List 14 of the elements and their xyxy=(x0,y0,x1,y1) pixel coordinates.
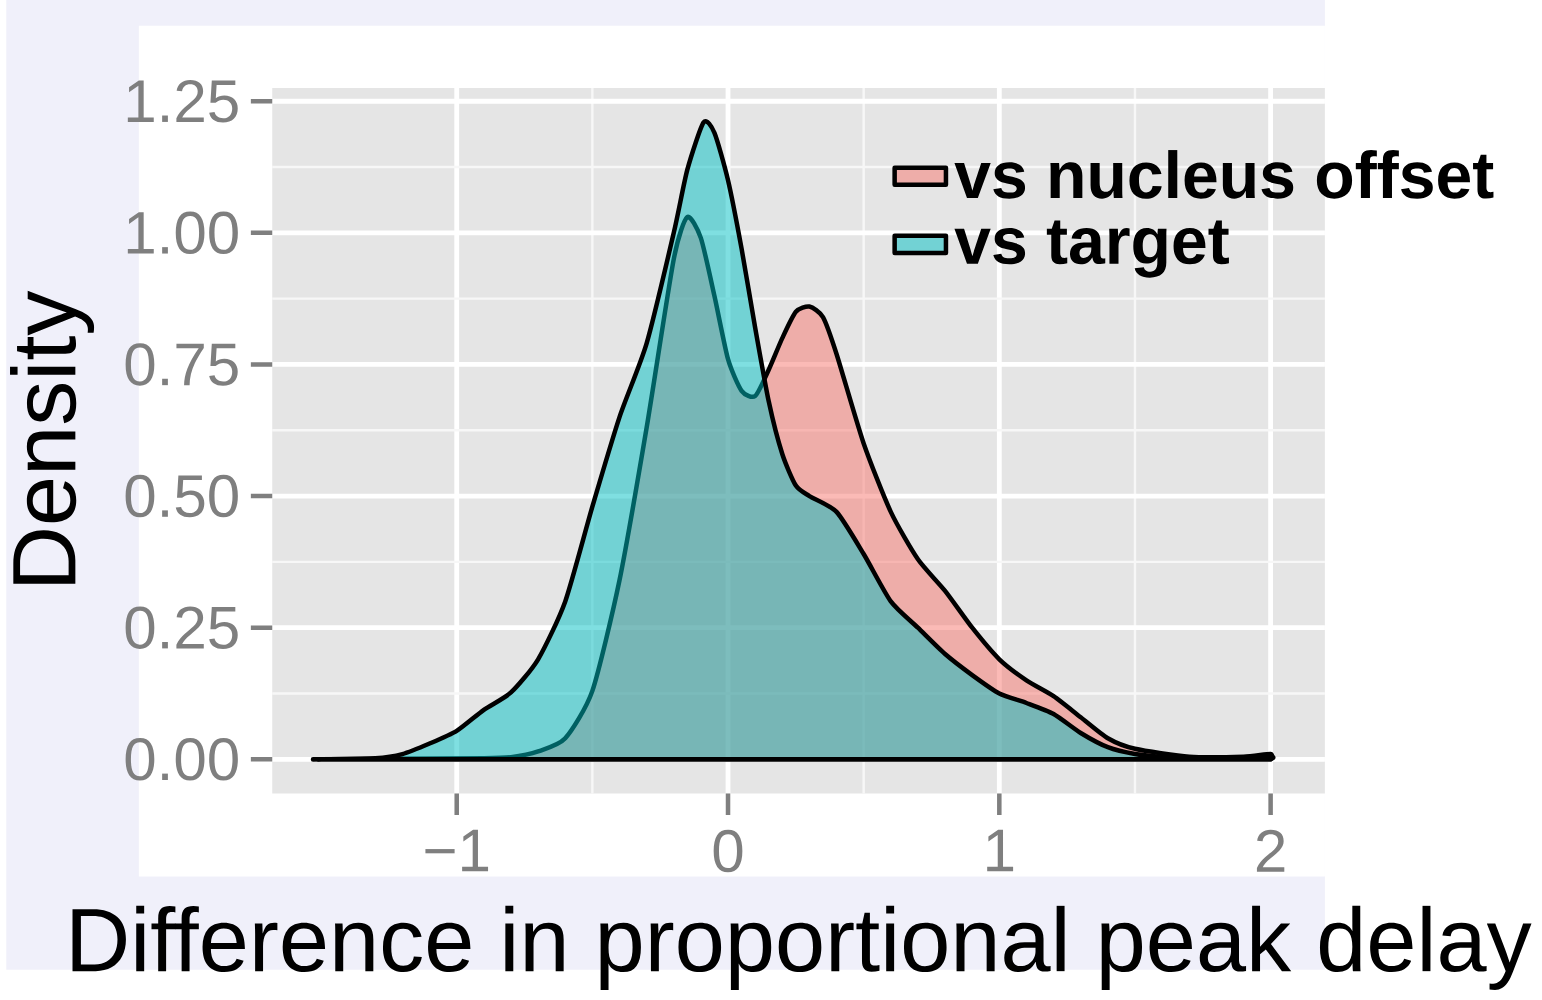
y-tick-label: 0.00 xyxy=(125,738,238,781)
x-tick-label: −1 xyxy=(425,829,489,872)
y-axis-title: Density xyxy=(10,290,95,584)
y-tick-label: 0.75 xyxy=(125,343,238,386)
y-tick-label: 0.50 xyxy=(125,474,238,518)
y-tick-label: 1.25 xyxy=(127,80,238,123)
legend-label: vs target xyxy=(954,220,1229,278)
x-tick-label: 1 xyxy=(987,829,1014,872)
x-tick-label: 0 xyxy=(713,829,743,873)
legend-label: vs nucleus offset xyxy=(954,150,1494,199)
y-tick-label: 1.00 xyxy=(127,211,238,255)
y-tick-label: 0.25 xyxy=(125,606,238,650)
x-tick-label: 2 xyxy=(1256,829,1285,872)
x-axis-title: Difference in proportional peak delay xyxy=(72,905,1532,990)
